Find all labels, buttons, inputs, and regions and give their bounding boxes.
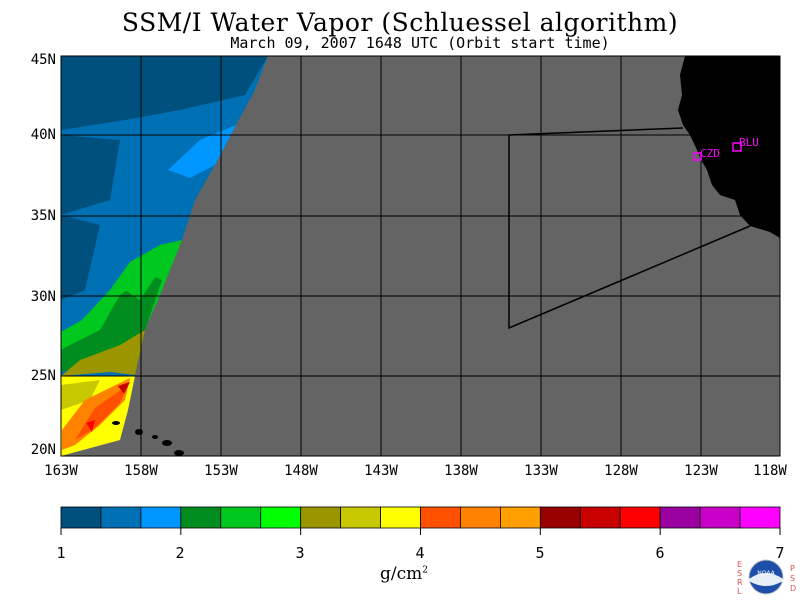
colorbar-swatch — [380, 506, 421, 529]
water-vapor-swath — [61, 56, 268, 456]
svg-text:NOAA: NOAA — [757, 570, 775, 577]
lat-label-35n: 35N — [30, 208, 56, 224]
lon-label-138w: 138W — [444, 463, 478, 479]
svg-text:S: S — [790, 574, 795, 583]
colorbar — [60, 506, 781, 535]
station-marker — [693, 152, 702, 161]
svg-text:P: P — [790, 564, 795, 573]
colorbar-swatch — [539, 506, 581, 529]
colorbar-swatch — [60, 506, 102, 529]
lat-label-30n: 30N — [30, 289, 56, 305]
colorbar-label-7: 7 — [775, 544, 785, 562]
colorbar-label-5: 5 — [535, 544, 545, 562]
lon-label-148w: 148W — [284, 463, 318, 479]
units-base: g/cm — [380, 564, 423, 584]
colorbar-swatch — [499, 506, 541, 529]
units-exponent: 2 — [422, 565, 428, 576]
colorbar-units: g/cm2 — [380, 564, 428, 584]
colorbar-label-3: 3 — [295, 544, 305, 562]
station-marker — [732, 142, 742, 152]
station-czd: CZD — [693, 147, 720, 161]
lon-label-158w: 158W — [124, 463, 158, 479]
colorbar-label-1: 1 — [56, 544, 66, 562]
colorbar-swatch — [699, 506, 741, 529]
lat-label-40n: 40N — [30, 127, 56, 143]
lat-label-25n: 25N — [30, 368, 56, 384]
colorbar-swatch — [140, 506, 182, 529]
us-west-coast-land — [678, 56, 780, 238]
colorbar-label-4: 4 — [415, 544, 425, 562]
colorbar-swatch — [460, 506, 501, 529]
colorbar-swatch — [739, 506, 781, 529]
colorbar-swatch — [659, 506, 701, 529]
lon-label-143w: 143W — [364, 463, 398, 479]
colorbar-swatch — [340, 506, 381, 529]
colorbar-swatch — [220, 506, 262, 529]
colorbar-swatch — [100, 506, 142, 529]
svg-text:S: S — [737, 569, 742, 578]
colorbar-swatch — [420, 506, 461, 529]
svg-text:D: D — [790, 584, 796, 593]
colorbar-swatch — [180, 506, 222, 529]
lon-label-128w: 128W — [604, 463, 638, 479]
lon-label-118w: 118W — [753, 463, 787, 479]
lat-lon-grid — [61, 56, 780, 456]
lon-label-123w: 123W — [684, 463, 718, 479]
colorbar-label-6: 6 — [655, 544, 665, 562]
svg-text:R: R — [737, 578, 743, 587]
colorbar-swatch — [619, 506, 661, 529]
svg-text:E: E — [737, 560, 742, 569]
colorbar-label-2: 2 — [175, 544, 185, 562]
orbit-outline — [508, 127, 751, 330]
station-label-czd: CZD — [700, 147, 720, 160]
map-frame — [60, 55, 781, 457]
svg-text:L: L — [737, 587, 742, 596]
lon-label-133w: 133W — [524, 463, 558, 479]
colorbar-swatch — [260, 506, 302, 529]
lon-label-163w: 163W — [44, 463, 78, 479]
colorbar-swatch — [300, 506, 342, 529]
station-blu: BLU — [732, 136, 759, 152]
colorbar-swatch — [579, 506, 621, 529]
station-label-blu: BLU — [739, 136, 759, 149]
lat-label-20n: 20N — [30, 442, 56, 458]
lat-label-45n: 45N — [30, 52, 56, 68]
map-title: SSM/I Water Vapor (Schluessel algorithm) — [121, 8, 679, 37]
map-subtitle: March 09, 2007 1648 UTC (Orbit start tim… — [230, 34, 610, 52]
lon-label-153w: 153W — [204, 463, 238, 479]
